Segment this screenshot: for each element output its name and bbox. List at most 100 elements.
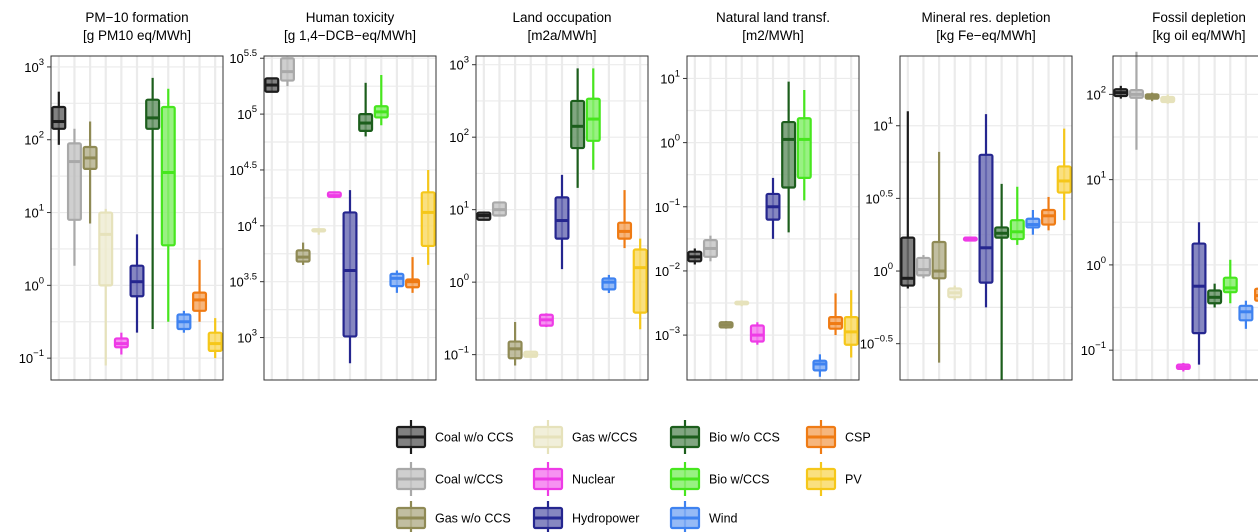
- y-tick-label: 102: [1086, 84, 1106, 102]
- box-pv: [420, 169, 436, 265]
- box-csp: [1041, 196, 1057, 231]
- box: [601, 277, 617, 291]
- box-coal-w-ccs: [66, 128, 82, 266]
- legend-label: Gas w/CCS: [572, 431, 637, 445]
- box: [389, 272, 405, 288]
- legend-label: PV: [845, 473, 862, 487]
- legend-item: Gas w/CCS: [532, 420, 637, 454]
- legend-item: Gas w/o CCS: [395, 501, 511, 532]
- box-bio-w-ccs: [160, 88, 176, 322]
- box-nuclear: [113, 332, 129, 355]
- panel-unit: [kg oil eq/MWh]: [1152, 28, 1245, 43]
- y-tick-label: 10−1: [655, 197, 680, 215]
- y-tick-label: 100: [449, 272, 469, 290]
- y-tick-label: 102: [449, 127, 469, 145]
- box-coal-w-o-ccs: [1113, 85, 1129, 99]
- panel-4: Natural land transf. [m2/MWh] 10−3 10−2 10−1…: [655, 10, 860, 381]
- legend-item: Coal w/o CCS: [395, 420, 514, 454]
- box-gas-w-ccs: [523, 350, 539, 358]
- box: [570, 99, 586, 150]
- box-coal-w-o-ccs: [687, 248, 703, 265]
- y-tick-label: 105: [237, 104, 257, 122]
- legend-label: Coal w/CCS: [435, 473, 503, 487]
- box-pv: [207, 318, 223, 359]
- box-bio-w-o-ccs: [1207, 283, 1223, 308]
- y-tick-label: 10−3: [655, 325, 680, 343]
- box-bio-w-ccs: [1009, 186, 1025, 245]
- box: [781, 120, 797, 189]
- box-bio-w-o-ccs: [145, 77, 161, 330]
- box-bio-w-ccs: [373, 74, 389, 126]
- box: [192, 291, 208, 312]
- legend-label: Gas w/o CCS: [435, 512, 511, 526]
- y-tick-label: 100: [1086, 255, 1106, 273]
- box: [342, 211, 358, 338]
- box-bio-w-ccs: [796, 90, 812, 201]
- box-coal-w-ccs: [915, 255, 931, 279]
- box-wind: [389, 270, 405, 293]
- box-bio-w-o-ccs: [781, 81, 797, 233]
- box-nuclear: [538, 313, 554, 328]
- box-coal-w-o-ccs: [264, 77, 280, 93]
- y-tick-label: 10−1: [1081, 340, 1106, 358]
- panel-unit: [m2/MWh]: [742, 28, 804, 43]
- panel-title: PM−10 formation: [85, 10, 188, 25]
- panel-unit: [g PM10 eq/MWh]: [83, 28, 191, 43]
- box-csp: [192, 259, 208, 322]
- legend-item: Bio w/CCS: [669, 462, 769, 496]
- box-hydropower: [342, 190, 358, 364]
- box-gas-w-o-ccs: [718, 320, 734, 329]
- box-pv: [632, 238, 648, 330]
- legend-item: CSP: [805, 420, 871, 454]
- legend-label: Bio w/o CCS: [709, 431, 780, 445]
- box: [1222, 276, 1238, 294]
- y-tick-label: 10−1: [444, 345, 469, 363]
- box-gas-w-ccs: [734, 300, 750, 307]
- box-bio-w-o-ccs: [994, 183, 1010, 380]
- box-csp: [828, 293, 844, 336]
- y-tick-label: 100.5: [865, 188, 893, 206]
- y-tick-label: 10−0.5: [860, 334, 893, 352]
- y-tick-label: 10−2: [655, 261, 680, 279]
- y-tick-label: 101: [660, 68, 680, 86]
- panel-border: [686, 55, 860, 381]
- panel-3: Land occupation [m2a/MWh] 10−1 100 101 102 103: [444, 10, 649, 381]
- y-tick-label: 103: [449, 55, 469, 73]
- box-gas-w-o-ccs: [931, 151, 947, 363]
- box-bio-w-ccs: [585, 68, 601, 170]
- box-csp: [405, 257, 421, 293]
- panel-title: Mineral res. depletion: [921, 10, 1050, 25]
- panel-2: Human toxicity [g 1,4−DCB−eq/MWh] 103 103.5…: [229, 10, 437, 381]
- y-tick-label: 102: [24, 130, 44, 148]
- box-coal-w-ccs: [1128, 51, 1144, 150]
- box-gas-w-o-ccs: [82, 121, 98, 224]
- box-gas-w-ccs: [947, 285, 963, 301]
- box-nuclear: [326, 191, 342, 198]
- y-tick-label: 100: [24, 275, 44, 293]
- box-bio-w-o-ccs: [570, 68, 586, 188]
- panel-title: Fossil depletion: [1152, 10, 1246, 25]
- panel-border: [50, 55, 224, 381]
- box-coal-w-o-ccs: [900, 111, 916, 289]
- panel-unit: [g 1,4−DCB−eq/MWh]: [284, 28, 416, 43]
- y-tick-label: 104: [237, 216, 257, 234]
- box-wind: [812, 354, 828, 377]
- box-pv: [843, 290, 859, 358]
- y-tick-label: 105.5: [229, 48, 257, 66]
- box: [978, 153, 994, 284]
- box: [632, 248, 648, 314]
- box-hydropower: [765, 177, 781, 239]
- box: [66, 142, 82, 221]
- panel-title: Land occupation: [512, 10, 611, 25]
- panel-unit: [m2a/MWh]: [527, 28, 596, 43]
- box: [160, 105, 176, 247]
- box-hydropower: [129, 234, 145, 333]
- y-tick-label: 103.5: [229, 272, 257, 290]
- panel-6: Fossil depletion [kg oil eq/MWh] 10−1 100 10…: [1081, 10, 1258, 381]
- panel-5: Mineral res. depletion [kg Fe−eq/MWh] 10−0…: [860, 10, 1073, 381]
- panel-border: [475, 55, 649, 381]
- legend: Coal w/o CCS Coal w/CCS Gas w/o CCS Gas w/C…: [395, 420, 871, 532]
- box-hydropower: [1191, 222, 1207, 365]
- legend-item: Nuclear: [532, 462, 615, 496]
- box-bio-w-o-ccs: [358, 82, 374, 137]
